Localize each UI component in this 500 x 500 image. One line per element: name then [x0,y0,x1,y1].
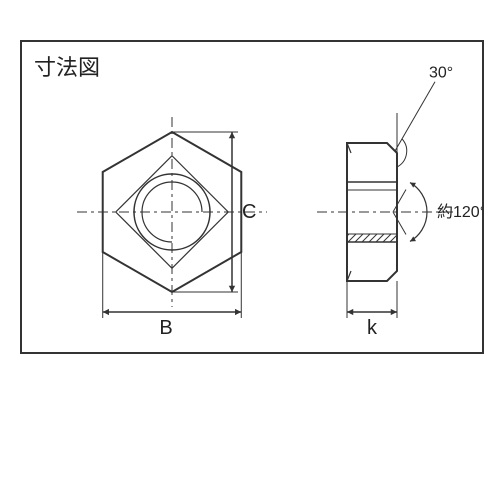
drawing-frame: 寸法図 BC30°約120°k [20,40,484,354]
svg-text:k: k [367,317,378,339]
svg-text:約120°: 約120° [437,203,482,221]
svg-text:B: B [159,317,172,339]
technical-drawing: B C 30° 約120° k [22,42,482,352]
svg-text:C: C [242,201,256,223]
svg-text:30°: 30° [429,65,453,82]
